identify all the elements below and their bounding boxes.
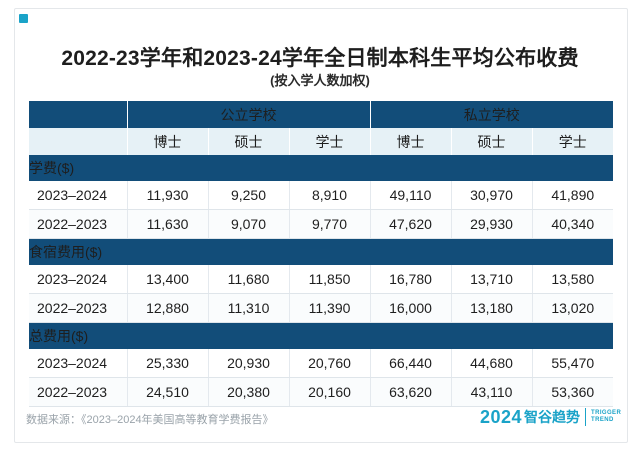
group-header-public: 公立学校 xyxy=(127,101,371,128)
table-cell: 9,070 xyxy=(208,209,290,239)
section-header-tuition: 学费($) xyxy=(29,155,614,181)
column-header-row: 博士 硕士 学士 博士 硕士 学士 xyxy=(29,128,614,155)
section-header-total: 总费用($) xyxy=(29,322,614,349)
row-year: 2023–2024 xyxy=(29,265,128,294)
table-cell: 16,780 xyxy=(370,265,452,294)
table-cell: 20,380 xyxy=(208,377,290,407)
logo-english: TRIGGER TREND xyxy=(591,410,621,424)
table-row: 2022–2023 11,630 9,070 9,770 47,620 29,9… xyxy=(29,209,614,239)
table-cell: 8,910 xyxy=(289,181,371,210)
table-cell: 24,510 xyxy=(127,377,209,407)
table-cell: 11,390 xyxy=(289,293,371,323)
table-cell: 13,180 xyxy=(451,293,533,323)
table-cell: 12,880 xyxy=(127,293,209,323)
table-cell: 20,760 xyxy=(289,349,371,378)
table-cell: 11,630 xyxy=(127,209,209,239)
row-year: 2023–2024 xyxy=(29,181,128,210)
table-row: 2023–2024 11,930 9,250 8,910 49,110 30,9… xyxy=(29,181,614,210)
column-header: 学士 xyxy=(532,128,614,155)
table-cell: 66,440 xyxy=(370,349,452,378)
page-subtitle: (按入学人数加权) xyxy=(270,73,370,88)
row-year: 2022–2023 xyxy=(29,377,128,407)
column-header: 硕士 xyxy=(208,128,290,155)
section-label: 学费($) xyxy=(29,155,614,181)
group-header-private: 私立学校 xyxy=(370,101,614,128)
table-cell: 13,710 xyxy=(451,265,533,294)
table-cell: 44,680 xyxy=(451,349,533,378)
row-year: 2022–2023 xyxy=(29,209,128,239)
logo-english-line2: TREND xyxy=(591,417,614,423)
table-cell: 13,020 xyxy=(532,293,614,323)
brand-logo: 2024 智谷趋势 TRIGGER TREND xyxy=(480,405,621,429)
table-cell: 13,400 xyxy=(127,265,209,294)
table-cell: 53,360 xyxy=(532,377,614,407)
corner-square-icon xyxy=(19,14,28,23)
table-cell: 11,680 xyxy=(208,265,290,294)
table-cell: 16,000 xyxy=(370,293,452,323)
table-row: 2022–2023 12,880 11,310 11,390 16,000 13… xyxy=(29,293,614,323)
table-cell: 55,470 xyxy=(532,349,614,378)
source-note: 数据来源：《2023–2024年美国高等教育学费报告》 xyxy=(26,414,274,426)
table-cell: 20,930 xyxy=(208,349,290,378)
column-header: 博士 xyxy=(127,128,209,155)
section-label: 总费用($) xyxy=(29,322,614,349)
row-year: 2022–2023 xyxy=(29,293,128,323)
section-header-room-board: 食宿费用($) xyxy=(29,238,614,265)
column-header: 硕士 xyxy=(451,128,533,155)
table-cell: 40,340 xyxy=(532,209,614,239)
table-cell: 49,110 xyxy=(370,181,452,210)
table-cell: 25,330 xyxy=(127,349,209,378)
logo-english-line1: TRIGGER xyxy=(591,410,622,416)
table-cell: 43,110 xyxy=(451,377,533,407)
table-cell: 20,160 xyxy=(289,377,371,407)
table-cell: 29,930 xyxy=(451,209,533,239)
page-title: 2022-23学年和2023-24学年全日制本科生平均公布收费 xyxy=(61,47,579,70)
table-cell: 63,620 xyxy=(370,377,452,407)
group-header-row: 公立学校 私立学校 xyxy=(29,101,614,128)
group-header-empty xyxy=(29,101,128,128)
column-header-empty xyxy=(29,128,128,155)
table-cell: 13,580 xyxy=(532,265,614,294)
section-label: 食宿费用($) xyxy=(29,238,614,265)
logo-brand: 智谷趋势 xyxy=(524,409,581,425)
table-cell: 11,310 xyxy=(208,293,290,323)
table-row: 2023–2024 25,330 20,930 20,760 66,440 44… xyxy=(29,349,614,378)
logo-year: 2024 xyxy=(480,406,523,427)
column-header: 博士 xyxy=(370,128,452,155)
table-cell: 9,250 xyxy=(208,181,290,210)
table-cell: 11,930 xyxy=(127,181,209,210)
table-cell: 30,970 xyxy=(451,181,533,210)
fees-table: 公立学校 私立学校 博士 硕士 学士 博士 硕士 学士 学费($) 2023–2… xyxy=(29,101,614,407)
column-header: 学士 xyxy=(289,128,371,155)
row-year: 2023–2024 xyxy=(29,349,128,378)
table-cell: 47,620 xyxy=(370,209,452,239)
table-cell: 41,890 xyxy=(532,181,614,210)
table-cell: 9,770 xyxy=(289,209,371,239)
table-row: 2022–2023 24,510 20,380 20,160 63,620 43… xyxy=(29,377,614,407)
table-row: 2023–2024 13,400 11,680 11,850 16,780 13… xyxy=(29,265,614,294)
logo-divider xyxy=(585,408,587,426)
table-cell: 11,850 xyxy=(289,265,371,294)
